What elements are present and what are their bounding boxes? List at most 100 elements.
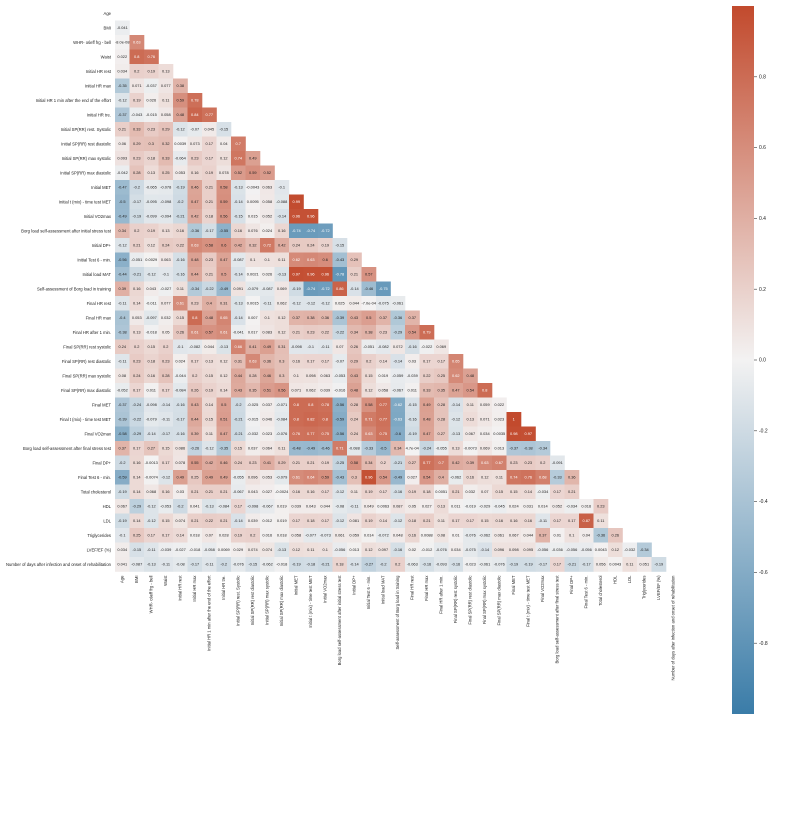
- heatmap-cell: [347, 513, 362, 529]
- heatmap-cell: [289, 470, 304, 485]
- colorbar-tick-label: -0.2: [759, 428, 768, 434]
- heatmap-cell: [506, 542, 522, 558]
- x-tick-label: Final MET: [511, 575, 516, 595]
- cell-value-label: -0.21: [567, 562, 576, 567]
- cell-value-label: 0.7: [236, 141, 241, 146]
- cell-value-label: -0.056: [537, 547, 548, 552]
- cell-value-label: -0.0043: [246, 185, 259, 190]
- cell-value-label: 0.49: [205, 475, 213, 480]
- heatmap-cell: [202, 107, 217, 123]
- cell-value-label: -0.13: [219, 344, 228, 349]
- cell-value-label: 0.6: [323, 257, 328, 262]
- cell-value-label: -0.19: [292, 286, 301, 291]
- heatmap-cell: [303, 557, 319, 572]
- heatmap-cell: [361, 426, 377, 442]
- cell-value-label: -0.1: [177, 344, 184, 349]
- heatmap-cell: [405, 339, 420, 355]
- heatmap-cell: [187, 165, 203, 181]
- cell-value-label: -0.095: [146, 199, 157, 204]
- cell-value-label: 0.26: [176, 330, 184, 335]
- heatmap-cell: [173, 78, 188, 94]
- cell-value-label: 0.24: [307, 243, 315, 248]
- heatmap-cell: [129, 136, 145, 152]
- heatmap-cell: [187, 426, 203, 442]
- heatmap-cell: [274, 412, 290, 427]
- cell-value-label: 0.29: [350, 257, 358, 262]
- heatmap-cell: [419, 426, 435, 442]
- cell-value-label: 0.21: [350, 272, 358, 277]
- heatmap-cell: [202, 484, 217, 500]
- heatmap-cell: [434, 542, 449, 558]
- heatmap-cell: [158, 499, 174, 514]
- cell-value-label: 0.2: [163, 344, 168, 349]
- cell-value-label: 0.76: [147, 54, 155, 59]
- heatmap-cell: [492, 441, 507, 456]
- cell-value-label: 0.59: [220, 199, 228, 204]
- heatmap-cell: [260, 557, 275, 572]
- heatmap-cell: [187, 513, 203, 529]
- heatmap-cell: [463, 368, 478, 384]
- cell-value-label: 0.062: [277, 301, 287, 306]
- heatmap-cell: [260, 397, 275, 413]
- cell-value-label: 0.027: [262, 489, 272, 494]
- heatmap-cell: [231, 528, 246, 543]
- heatmap-cell: [216, 325, 232, 340]
- heatmap-cell: [231, 165, 246, 181]
- heatmap-cell: [260, 339, 275, 355]
- heatmap-cell: [202, 383, 217, 398]
- heatmap-cell: [332, 310, 348, 326]
- heatmap-cell: [260, 542, 275, 558]
- heatmap-cell: [129, 151, 145, 166]
- cell-value-label: 0.65: [220, 315, 228, 320]
- heatmap-cell: [289, 325, 304, 340]
- heatmap-cell: [187, 383, 203, 398]
- y-tick-label: Initial Test 6 - min.: [77, 257, 111, 262]
- heatmap-cell: [492, 397, 507, 413]
- cell-value-label: 0.2: [395, 562, 400, 567]
- heatmap-cell: [492, 484, 507, 500]
- cell-value-label: 0.12: [147, 243, 155, 248]
- heatmap-cell: [202, 209, 217, 224]
- cell-value-label: -0.78: [335, 272, 344, 277]
- heatmap-cell: [390, 325, 406, 340]
- cell-value-label: -0.5: [119, 199, 126, 204]
- cell-value-label: 0.16: [524, 518, 532, 523]
- x-tick-label: Final HR rest: [410, 575, 415, 600]
- heatmap-cell: [463, 557, 478, 572]
- heatmap-cell: [129, 64, 145, 79]
- heatmap-cell: [332, 397, 348, 413]
- heatmap-cell: [115, 49, 130, 65]
- heatmap-cell: [245, 296, 261, 311]
- heatmap-cell: [376, 412, 391, 427]
- heatmap-cell: [245, 238, 261, 253]
- cell-value-label: 0.76: [292, 431, 300, 436]
- heatmap-cell: [245, 368, 261, 384]
- cell-value-label: -0.045: [494, 504, 505, 509]
- cell-value-label: 0.8: [294, 402, 299, 407]
- heatmap-cell: [173, 397, 188, 413]
- heatmap-cell: [492, 499, 507, 514]
- heatmap-cell: [390, 339, 406, 355]
- cell-value-label: 0.1: [265, 315, 270, 320]
- heatmap-cell: [303, 325, 319, 340]
- heatmap-cell: [361, 441, 377, 456]
- cell-value-label: 0.096: [494, 547, 504, 552]
- cell-value-label: 0.2: [540, 460, 545, 465]
- cell-value-label: 0.058: [161, 112, 171, 117]
- heatmap-cell: [216, 383, 232, 398]
- heatmap-cell: [332, 470, 348, 485]
- cell-value-label: -0.12: [393, 518, 402, 523]
- heatmap-cell: [332, 354, 348, 369]
- heatmap-cell: [463, 441, 478, 456]
- heatmap-cell: [173, 310, 188, 326]
- cell-value-label: 0.63: [249, 359, 257, 364]
- cell-value-label: -0.16: [393, 489, 402, 494]
- heatmap-cell: [231, 354, 246, 369]
- x-tick-label: Initial HR 1 min after the end of the ef…: [207, 575, 212, 651]
- heatmap-cell: [332, 339, 348, 355]
- cell-value-label: 0.062: [306, 388, 316, 393]
- cell-value-label: 0.84: [191, 112, 199, 117]
- cell-value-label: 0.13: [133, 330, 141, 335]
- heatmap-cell: [158, 441, 174, 456]
- y-tick-label: Borg load self-assessment after initial …: [21, 228, 112, 233]
